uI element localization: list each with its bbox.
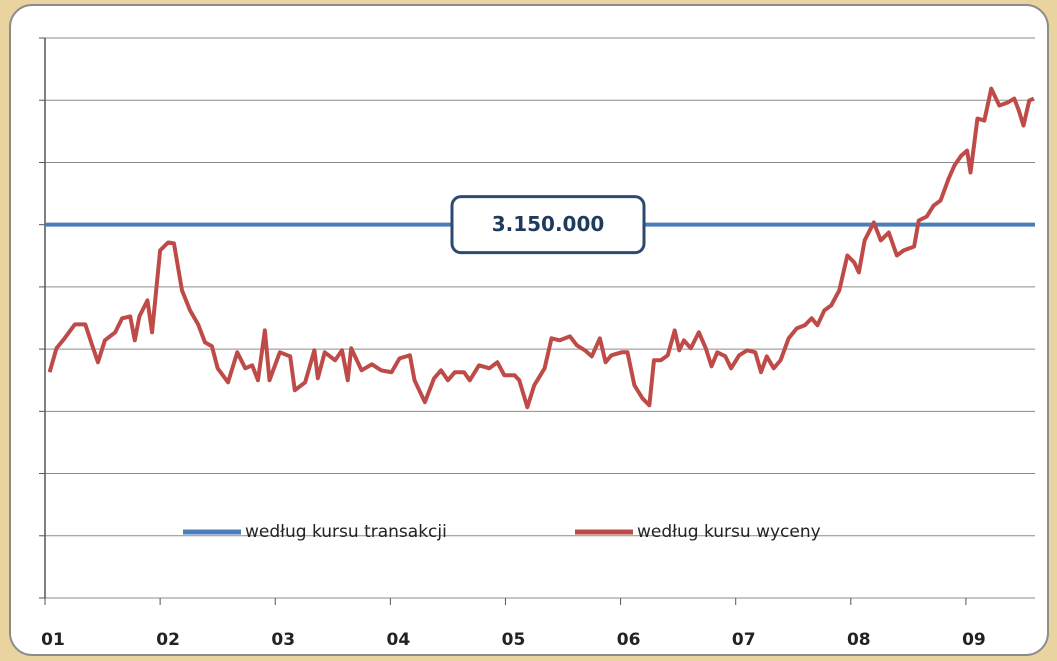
- x-tick-label: 09: [962, 630, 986, 650]
- annotation-box: [450, 195, 646, 255]
- series-line: [47, 86, 1035, 410]
- annotation: 3.150.000: [492, 212, 605, 236]
- x-tick-label: 05: [502, 630, 526, 650]
- x-tick-label: 02: [156, 630, 180, 650]
- chart-panel: [9, 4, 1049, 656]
- x-tick-label: 06: [617, 630, 641, 650]
- x-tick-label: 03: [271, 630, 295, 650]
- x-tick-label: 04: [387, 630, 411, 650]
- x-tick-label: 01: [41, 630, 65, 650]
- x-tick-label: 08: [847, 630, 871, 650]
- legend-label: według kursu transakcji: [245, 522, 447, 542]
- legend-label: według kursu wyceny: [637, 522, 821, 542]
- x-tick-label: 07: [732, 630, 756, 650]
